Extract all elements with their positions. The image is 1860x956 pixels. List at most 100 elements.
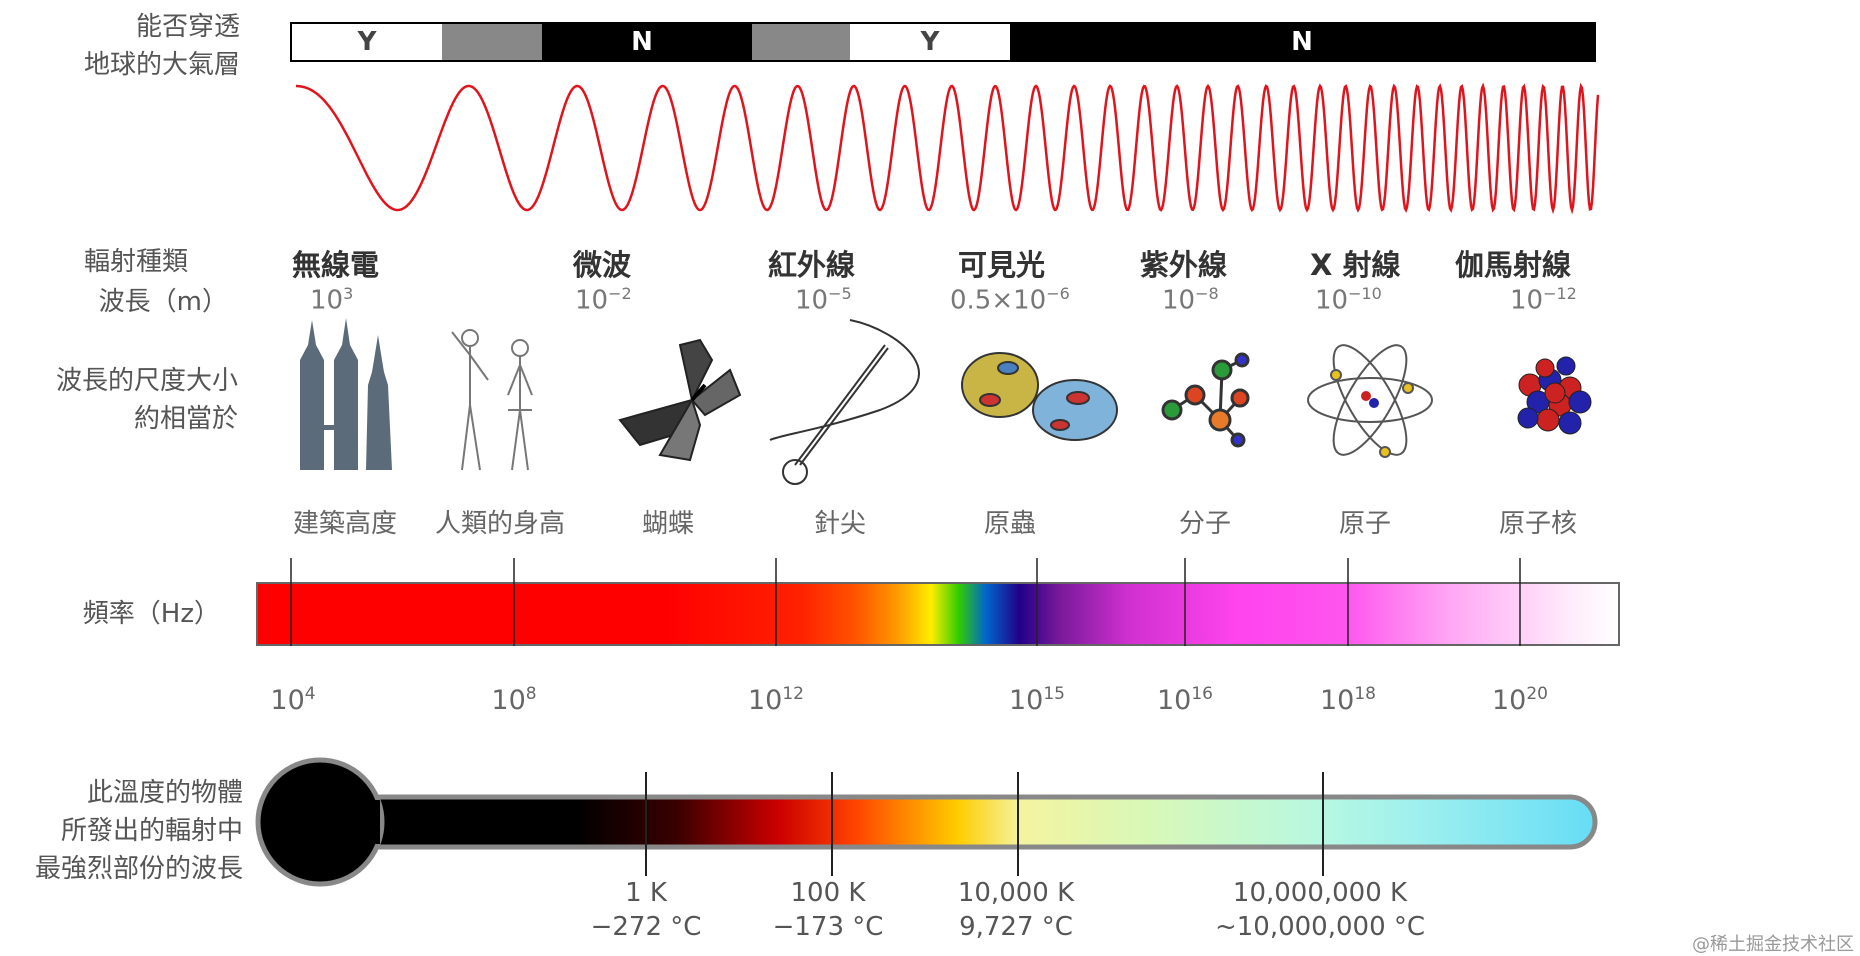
tick-exponent: 16 [1191, 684, 1213, 704]
temperature-label-10000000k: 10,000,000 K ~10,000,000 °C [1215, 876, 1425, 944]
frequency-label-1e12: 1012 [748, 684, 804, 716]
penetration-label-line1: 能否穿透 [135, 12, 240, 42]
temperature-label-1k: 1 K −272 °C [591, 876, 702, 944]
wavelength-xray: 10−10 [1315, 284, 1382, 316]
wavelength-base: 10 [795, 285, 829, 316]
scale-caption-molecule: 分子 [1178, 509, 1232, 539]
penetration-label: 能否穿透 地球的大氣層 [40, 8, 240, 84]
radiation-type-xray: X 射線 [1310, 248, 1401, 282]
tick-exponent: 15 [1043, 684, 1065, 704]
tick-base: 10 [491, 685, 526, 716]
wave-line [296, 82, 1600, 215]
wavelength-base: 10 [310, 285, 344, 316]
buildings-icon [300, 318, 392, 470]
wavelength-exponent: −10 [1348, 284, 1382, 303]
atmosphere-segment-yes: Y [850, 24, 1010, 60]
radiation-type-infrared: 紅外線 [768, 248, 856, 282]
radiation-type-ultraviolet: 紫外線 [1140, 248, 1228, 282]
temperature-celsius: −173 °C [772, 912, 884, 942]
tick-base: 10 [1157, 685, 1192, 716]
radiation-type-visible: 可見光 [958, 248, 1046, 282]
temperature-kelvin: 10,000,000 K [1232, 878, 1408, 908]
radiation-type-radio: 無線電 [292, 248, 380, 282]
tick-base: 10 [1492, 685, 1527, 716]
tick-base: 10 [270, 685, 305, 716]
scale-label-line1: 波長的尺度大小 [55, 366, 238, 396]
temperature-label-line1: 此溫度的物體 [86, 778, 243, 808]
wavelength-exponent: −12 [1543, 284, 1577, 303]
atmosphere-segment-no: N [542, 24, 742, 60]
atmosphere-segment-partial [752, 24, 850, 60]
wavelength-base: 10 [1315, 285, 1349, 316]
needle-icon [769, 319, 920, 485]
wavelength-base: 10 [1162, 285, 1196, 316]
wavelength-gamma: 10−12 [1510, 284, 1577, 316]
scale-caption-atom: 原子 [1338, 509, 1392, 539]
frequency-label-1e18: 1018 [1320, 684, 1376, 716]
frequency-label-1e8: 108 [491, 684, 536, 716]
tick-base: 10 [1009, 685, 1044, 716]
wavelength-base: 0.5×10 [950, 285, 1047, 316]
frequency-spectrum-bar [256, 582, 1620, 646]
wavelength-exponent: −8 [1195, 284, 1219, 303]
temperature-celsius: −272 °C [590, 912, 702, 942]
radiation-type-microwave: 微波 [573, 248, 632, 282]
humans-icon [451, 329, 533, 471]
radiation-type-gamma: 伽馬射線 [1455, 248, 1572, 282]
wavelength-exponent: 3 [343, 284, 354, 303]
temperature-kelvin: 10,000 K [957, 878, 1075, 908]
wavelength-exponent: −5 [828, 284, 852, 303]
wavelength-radio: 103 [310, 284, 353, 316]
penetration-label-line2: 地球的大氣層 [83, 50, 240, 80]
molecule-icon [1161, 352, 1250, 448]
frequency-label-1e20: 1020 [1492, 684, 1548, 716]
temperature-label-100k: 100 K −173 °C [773, 876, 884, 944]
temperature-label-line3: 最強烈部份的波長 [34, 854, 243, 884]
wavelength-exponent: −6 [1046, 284, 1070, 303]
wavelength-base: 10 [1510, 285, 1544, 316]
atmosphere-segment-yes: Y [292, 24, 442, 60]
radiation-type-label: 輻射種類 [83, 247, 188, 277]
wavelength-infrared: 10−5 [795, 284, 852, 316]
atmosphere-segment-no: N [1010, 24, 1594, 60]
frequency-label-1e15: 1015 [1009, 684, 1065, 716]
tick-exponent: 4 [304, 684, 316, 704]
wavelength-exponent: −2 [608, 284, 632, 303]
wavelength-microwave: 10−2 [575, 284, 632, 316]
frequency-label-1e16: 1016 [1157, 684, 1213, 716]
temperature-label-line2: 所發出的輻射中 [60, 816, 243, 846]
scale-caption-humans: 人類的身高 [434, 509, 566, 539]
wavelength-visible: 0.5×10−6 [950, 284, 1070, 316]
temperature-kelvin: 100 K [790, 878, 866, 908]
temperature-celsius: 9,727 °C [959, 912, 1073, 942]
scale-caption-protozoa: 原蟲 [983, 509, 1037, 539]
atmosphere-segment-partial [442, 24, 542, 60]
thermometer-tube [317, 794, 1598, 850]
nucleus-icon [1517, 356, 1592, 435]
temperature-label-10000k: 10,000 K 9,727 °C [958, 876, 1074, 944]
tick-exponent: 18 [1354, 684, 1376, 704]
tick-base: 10 [1320, 685, 1355, 716]
scale-caption-needle: 針尖 [813, 509, 867, 539]
butterfly-icon [618, 338, 742, 462]
scale-label: 波長的尺度大小 約相當於 [20, 362, 238, 438]
watermark: @稀土掘金技术社区 [1692, 934, 1854, 955]
frequency-label: 頻率（Hz） [82, 599, 220, 629]
scale-caption-butterfly: 蝴蝶 [641, 509, 695, 539]
tick-base: 10 [748, 685, 783, 716]
tick-exponent: 12 [782, 684, 804, 704]
tick-exponent: 8 [525, 684, 537, 704]
protozoa-icon [961, 352, 1118, 441]
temperature-label: 此溫度的物體 所發出的輻射中 最強烈部份的波長 [0, 774, 243, 888]
atom-icon [1307, 344, 1433, 458]
wavelength-label: 波長（m） [98, 287, 228, 317]
tick-exponent: 20 [1526, 684, 1548, 704]
temperature-celsius: ~10,000,000 °C [1214, 912, 1426, 942]
temperature-kelvin: 1 K [625, 878, 667, 908]
scale-label-line2: 約相當於 [133, 404, 238, 434]
scale-caption-nucleus: 原子核 [1498, 509, 1578, 539]
